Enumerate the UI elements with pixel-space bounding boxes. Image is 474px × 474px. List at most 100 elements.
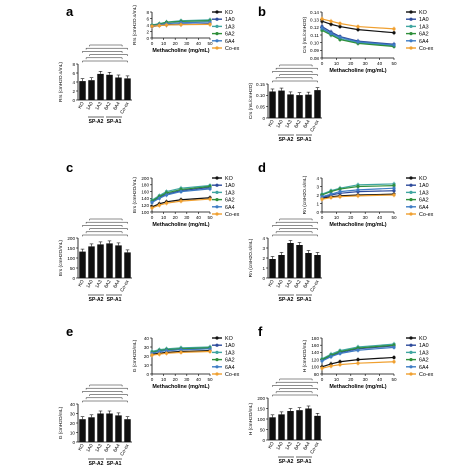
data-point-6A4 [208,347,212,351]
y-tick-label: 8 [72,62,75,67]
y-tick-label: 20 [144,354,150,359]
legend-marker-6A2 [215,31,219,36]
data-point-6A4 [329,31,333,36]
legend-label: 6A4 [419,365,429,371]
y-tick-label: 2 [72,89,75,94]
x-tick-label: 20 [348,215,354,220]
y-tick-label: 0.10 [256,93,265,98]
legend-marker-6A2 [215,198,219,202]
legend-marker-1A0 [215,343,219,347]
category-label: 1A0 [85,279,95,290]
data-point-6A4 [320,26,324,30]
y-tick-label: 0.15 [256,82,265,87]
y-axis-label: Rn (cmH2O.s/mL) [302,175,308,214]
data-point-6A4 [392,186,396,190]
data-point-6A4 [320,359,324,363]
category-label: 1A0 [275,119,285,130]
data-point-6A2 [329,190,333,194]
x-tick-label: 10 [161,41,167,46]
data-point-KO [338,24,342,29]
x-tick-label: 30 [184,377,190,382]
legend-label: 6A2 [419,358,429,364]
data-point-6A4 [329,192,333,196]
x-tick-label: 20 [173,215,179,220]
data-point-Co-ex [157,24,161,28]
data-point-Co-ex [329,195,333,200]
y-tick-label: 8 [146,10,149,15]
data-point-KO [356,358,360,362]
y-tick-label: 0 [146,36,149,41]
category-label: 1A3 [284,279,294,290]
x-tick-label: 10 [334,61,340,66]
category-label: 6A2 [293,441,303,452]
data-point-Co-ex [320,17,324,21]
y-axis-label: G (cmH2O/mL) [132,339,138,372]
data-point-Co-ex [150,24,154,28]
line-chart-e: 0 10 20 30 40 0 10 20 30 40 50 Methacholine (mg/mL)… [132,336,240,390]
legend-label: 6A4 [225,205,235,211]
legend-label: KO [419,336,427,342]
category-label: 6A4 [302,119,312,130]
bar-6A2 [106,74,113,100]
y-tick-label: 4 [146,23,149,28]
data-point-KO [392,355,396,360]
legend-label: 6A2 [225,198,235,204]
legend-marker-1A3 [215,24,219,28]
x-tick-label: 50 [391,377,397,382]
y-tick-label: 180 [141,183,149,188]
group-label: SP-A2 [279,137,294,143]
legend-label: 6A4 [225,39,235,45]
legend-label: 1A0 [419,183,429,189]
category-label: Co-ex [119,442,131,457]
legend-marker-KO [409,336,413,340]
legend-label: KO [225,10,233,16]
bar-6A4 [115,415,122,442]
y-tick-label: 10 [144,363,150,368]
y-tick-label: 0.13 [310,17,319,22]
legend-marker-1A3 [409,350,413,354]
category-label: KO [267,441,276,450]
data-point-Co-ex [150,206,154,210]
y-tick-label: 100 [311,365,319,370]
x-tick-label: 30 [184,215,190,220]
legend-label: 6A2 [419,32,429,38]
legend-label: KO [225,176,233,182]
bar-1A0 [278,414,285,440]
y-tick-label: 4 [316,176,319,181]
data-point-6A2 [356,184,360,189]
x-tick-label: 20 [348,61,354,66]
y-tick-label: 40 [70,402,76,407]
legend-marker-Co-ex [409,372,413,376]
legend-label: 1A3 [225,190,235,196]
y-tick-label: 0.09 [310,48,319,53]
data-point-6A4 [164,193,169,197]
y-tick-label: 10 [70,430,76,435]
bar-1A0 [88,246,95,278]
data-point-Co-ex [338,21,342,26]
y-tick-label: 0 [262,116,265,121]
y-tick-label: 2 [262,256,265,261]
data-point-KO [392,31,396,35]
legend-label: Co-ex [419,212,434,218]
category-label: Co-ex [119,100,131,115]
data-point-Co-ex [208,22,212,26]
y-axis-label: Crs (mL/cmH2O) [302,16,308,53]
category-label: KO [77,443,86,452]
data-point-6A4 [179,190,183,194]
data-point-6A4 [320,195,324,199]
data-point-Co-ex [208,197,212,201]
legend-marker-1A3 [215,350,219,354]
panel-letter-c: c [66,160,73,175]
category-label: 6A2 [293,279,303,290]
data-point-Co-ex [392,27,396,31]
panel-letter-e: e [66,324,73,339]
y-tick-label: 80 [314,372,320,377]
y-tick-label: 200 [67,236,75,241]
y-tick-label: 40 [144,336,150,341]
data-point-Co-ex [320,366,324,370]
panel-letter-d: d [258,160,266,175]
